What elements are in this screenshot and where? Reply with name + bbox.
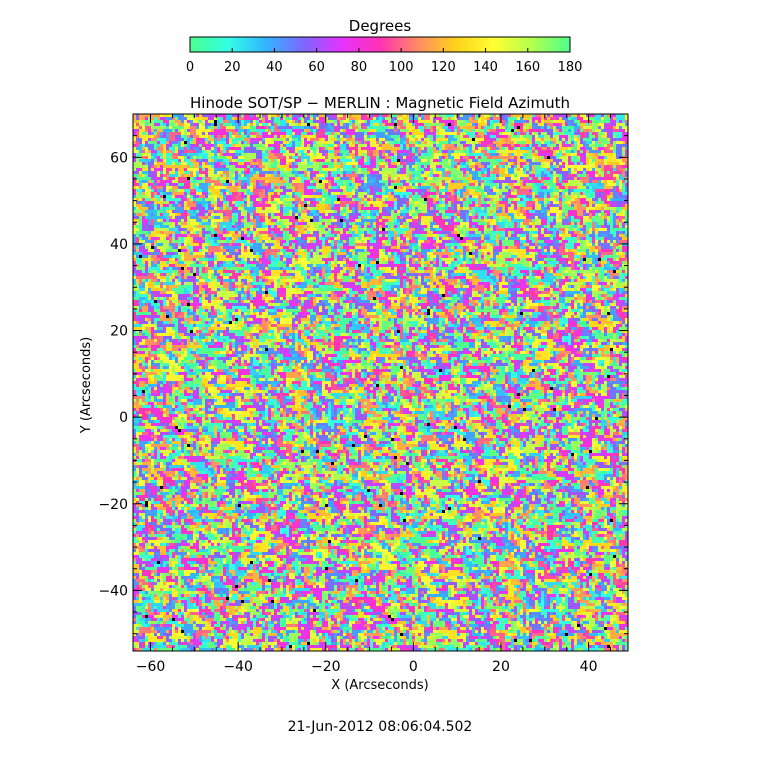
- colorbar-ticks: 0 20 40 60 80 100 120 140 160 180: [186, 48, 583, 75]
- x-axis-label: X (Arcseconds): [331, 678, 428, 693]
- y-tick-label: 0: [119, 410, 128, 426]
- y-tick-label: 60: [110, 150, 128, 166]
- y-tick-label: −40: [98, 583, 128, 599]
- x-tick-label: −40: [223, 659, 253, 675]
- azimuth-heatmap: [133, 114, 628, 651]
- plot-area: −60 −40 −20 0 20 40 −40 −20 0 20 40 60: [98, 113, 629, 675]
- y-axis: −40 −20 0 20 40 60: [98, 113, 628, 635]
- colorbar-tick-label: 40: [266, 60, 283, 75]
- plot-frame: [132, 113, 629, 652]
- y-tick-label: −20: [98, 497, 128, 513]
- x-tick-label: −20: [311, 659, 341, 675]
- y-axis-label: Y (Arcseconds): [79, 337, 94, 434]
- colorbar-tick-label: 80: [351, 60, 368, 75]
- colorbar: Degrees 0 20 40 60 80 100 120 140 160 180: [186, 17, 583, 75]
- y-tick-label: 20: [110, 324, 128, 340]
- x-tick-label: 40: [580, 659, 598, 675]
- colorbar-tick-label: 140: [473, 60, 498, 75]
- colorbar-tick-label: 20: [224, 60, 241, 75]
- colorbar-label: Degrees: [349, 17, 412, 35]
- x-tick-label: 20: [492, 659, 510, 675]
- colorbar-gradient: [189, 36, 571, 53]
- colorbar-tick-label: 100: [389, 60, 414, 75]
- timestamp: 21-Jun-2012 08:06:04.502: [288, 719, 473, 735]
- chart-title: Hinode SOT/SP − MERLIN : Magnetic Field …: [190, 94, 570, 112]
- colorbar-tick-label: 160: [515, 60, 540, 75]
- colorbar-tick-label: 60: [308, 60, 325, 75]
- x-tick-label: 0: [409, 659, 418, 675]
- x-axis: −60 −40 −20 0 20 40: [136, 114, 611, 675]
- y-tick-label: 40: [110, 237, 128, 253]
- colorbar-tick-label: 120: [431, 60, 456, 75]
- colorbar-tick-label: 180: [558, 60, 583, 75]
- x-tick-label: −60: [136, 659, 166, 675]
- colorbar-tick-label: 0: [186, 60, 194, 75]
